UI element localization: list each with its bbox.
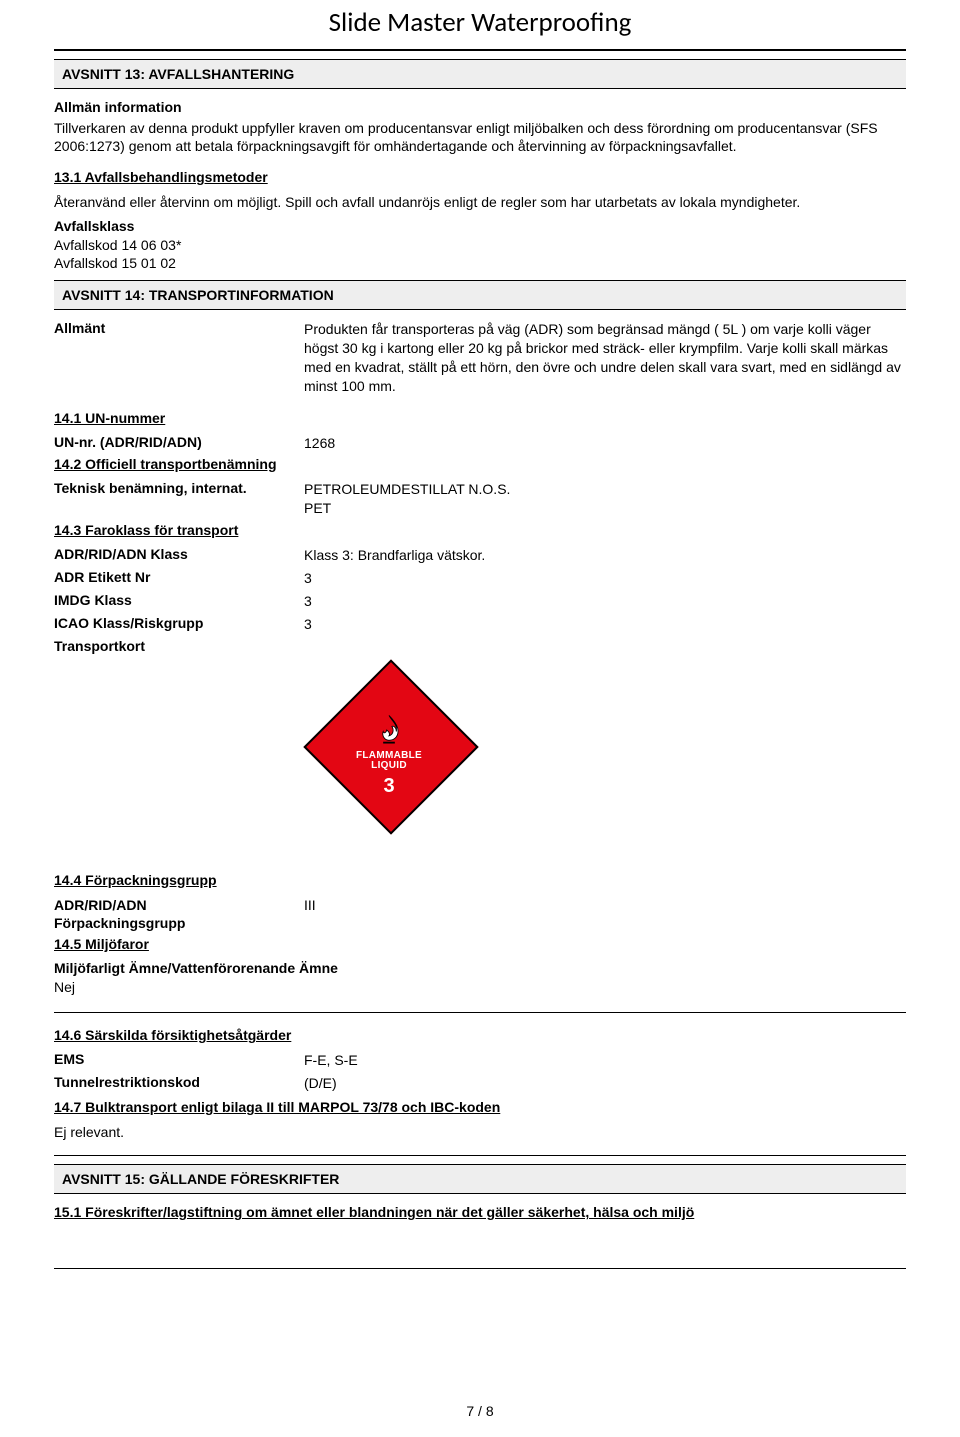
ems-value: F-E, S-E xyxy=(304,1051,906,1070)
packing-group-label-1: ADR/RID/ADN xyxy=(54,896,304,914)
adr-etikett-value: 3 xyxy=(304,569,906,588)
general-info-label: Allmän information xyxy=(54,99,906,115)
adr-class-label: ADR/RID/ADN Klass xyxy=(54,546,304,565)
adr-etikett-label: ADR Etikett Nr xyxy=(54,569,304,588)
packing-group-label-2: Förpackningsgrupp xyxy=(54,914,304,932)
placard-line-2: LIQUID xyxy=(356,761,422,772)
tunnel-code-label: Tunnelrestriktionskod xyxy=(54,1074,304,1093)
subsection-13-1: 13.1 Avfallsbehandlingsmetoder xyxy=(54,169,906,185)
un-number-value: 1268 xyxy=(304,434,906,453)
waste-class-label: Avfallsklass xyxy=(54,218,906,234)
technical-name-value-1: PETROLEUMDESTILLAT N.O.S. xyxy=(304,480,906,499)
subsection-14-2: 14.2 Officiell transportbenämning xyxy=(54,456,906,472)
not-relevant-text: Ej relevant. xyxy=(54,1123,906,1141)
adr-class-value: Klass 3: Brandfarliga vätskor. xyxy=(304,546,906,565)
technical-name-value-2: PET xyxy=(304,499,906,518)
allmant-text: Produkten får transporteras på väg (ADR)… xyxy=(304,320,906,396)
divider xyxy=(54,49,906,51)
section14-heading: AVSNITT 14: TRANSPORTINFORMATION xyxy=(54,280,906,310)
subsection-14-3: 14.3 Faroklass för transport xyxy=(54,522,906,538)
subsection-14-1: 14.1 UN-nummer xyxy=(54,410,906,426)
env-hazard-label: Miljöfarligt Ämne/Vattenförorenande Ämne xyxy=(54,960,906,976)
waste-code-1: Avfallskod 14 06 03* xyxy=(54,236,906,254)
icao-label: ICAO Klass/Riskgrupp xyxy=(54,615,304,634)
subsection-13-1-text: Återanvänd eller återvinn om möjligt. Sp… xyxy=(54,193,906,211)
general-info-text: Tillverkaren av denna produkt uppfyller … xyxy=(54,119,906,155)
subsection-14-6: 14.6 Särskilda försiktighetsåtgärder xyxy=(54,1027,906,1043)
subsection-14-5: 14.5 Miljöfaror xyxy=(54,936,906,952)
hazard-placard: FLAMMABLE LIQUID 3 xyxy=(304,660,474,830)
flame-icon xyxy=(374,714,404,749)
technical-name-label: Teknisk benämning, internat. xyxy=(54,480,304,518)
packing-group-value: III xyxy=(304,896,906,932)
env-hazard-value: Nej xyxy=(54,978,906,996)
section13-heading: AVSNITT 13: AVFALLSHANTERING xyxy=(54,59,906,89)
un-number-label: UN-nr. (ADR/RID/ADN) xyxy=(54,434,304,453)
icao-value: 3 xyxy=(304,615,906,634)
imdg-value: 3 xyxy=(304,592,906,611)
waste-code-2: Avfallskod 15 01 02 xyxy=(54,254,906,272)
subsection-14-4: 14.4 Förpackningsgrupp xyxy=(54,872,906,888)
imdg-label: IMDG Klass xyxy=(54,592,304,611)
placard-number: 3 xyxy=(383,775,394,798)
ems-label: EMS xyxy=(54,1051,304,1070)
subsection-14-7: 14.7 Bulktransport enligt bilaga II till… xyxy=(54,1099,906,1115)
divider xyxy=(54,1012,906,1013)
divider xyxy=(54,1268,906,1269)
tunnel-code-value: (D/E) xyxy=(304,1074,906,1093)
section15-heading: AVSNITT 15: GÄLLANDE FÖRESKRIFTER xyxy=(54,1164,906,1194)
allmant-label: Allmänt xyxy=(54,320,304,396)
page-number: 7 / 8 xyxy=(0,1403,960,1419)
document-title: Slide Master Waterproofing xyxy=(54,6,906,39)
subsection-15-1: 15.1 Föreskrifter/lagstiftning om ämnet … xyxy=(54,1204,906,1220)
divider xyxy=(54,1155,906,1156)
transportkort-label: Transportkort xyxy=(54,638,304,654)
